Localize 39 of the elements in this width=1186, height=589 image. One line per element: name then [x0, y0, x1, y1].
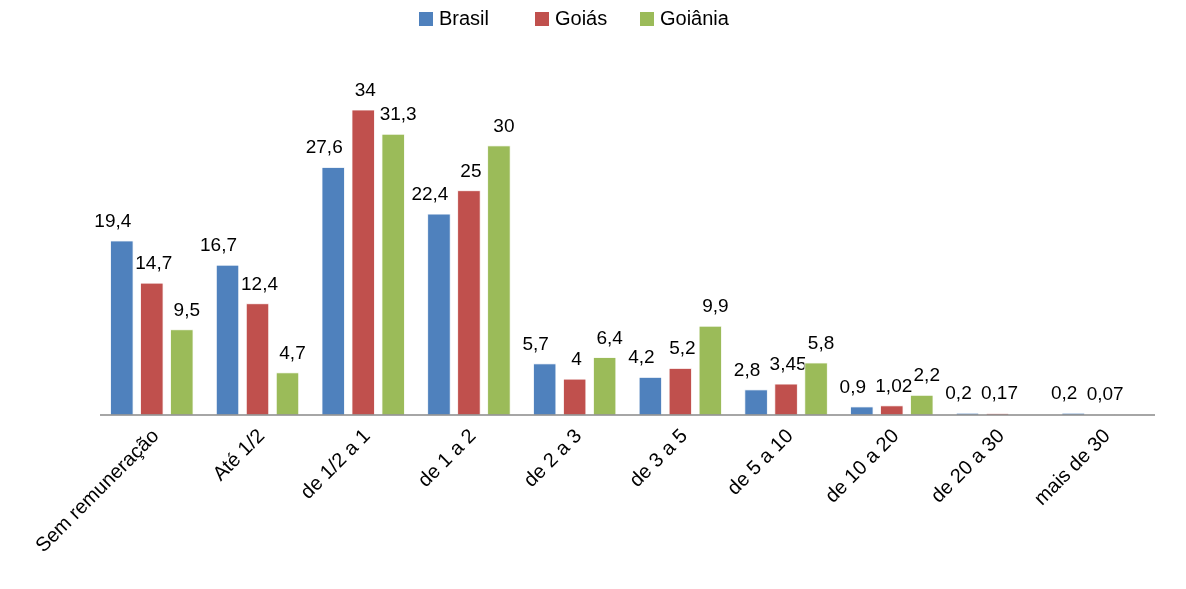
x-tick-label: de 10 a 20: [820, 424, 903, 507]
data-label: 25: [460, 159, 482, 181]
x-tick-label: de 5 a 10: [722, 424, 797, 499]
data-label: 19,4: [94, 209, 132, 231]
x-tick-label: de 20 a 30: [925, 424, 1009, 507]
data-label: 34: [354, 79, 377, 100]
data-label: 14,7: [135, 252, 173, 274]
data-label: 22,4: [411, 183, 449, 205]
legend-label: Goiânia: [660, 7, 730, 29]
data-label: 9,9: [702, 295, 729, 317]
data-label: 12,4: [241, 272, 279, 294]
data-label: 0,9: [839, 375, 867, 397]
data-label: 2,8: [733, 358, 761, 380]
data-label: 4: [571, 348, 583, 370]
data-label: 1,02: [875, 374, 913, 396]
data-label: 30: [493, 114, 515, 136]
legend-label: Brasil: [439, 7, 490, 29]
legend-label: Goiás: [555, 7, 608, 29]
data-label: 27,6: [305, 136, 343, 158]
data-label: 31,3: [379, 103, 417, 125]
data-label: 2,2: [913, 364, 940, 386]
data-label: 3,45: [769, 353, 807, 375]
data-label: 0,2: [1051, 382, 1078, 404]
data-label: 0,07: [1086, 383, 1124, 405]
data-label: 5,2: [669, 337, 696, 359]
data-label: 4,7: [279, 341, 306, 363]
data-label: 16,7: [200, 234, 238, 256]
data-label: 0,17: [981, 382, 1018, 404]
data-label: 5,7: [522, 332, 549, 354]
x-tick-label: Até 1/2: [207, 424, 269, 485]
data-label: 6,4: [596, 326, 624, 348]
x-tick-label: de 1/2 a 1: [295, 424, 375, 503]
x-tick-label: de 1 a 2: [413, 424, 480, 491]
data-label: 4,2: [628, 346, 655, 368]
x-tick-label: de 2 a 3: [518, 424, 586, 491]
data-label: 5,8: [807, 331, 835, 353]
data-label: 9,5: [173, 298, 200, 320]
data-label: 0,2: [945, 382, 972, 404]
x-tick-label: de 3 a 5: [624, 424, 692, 491]
